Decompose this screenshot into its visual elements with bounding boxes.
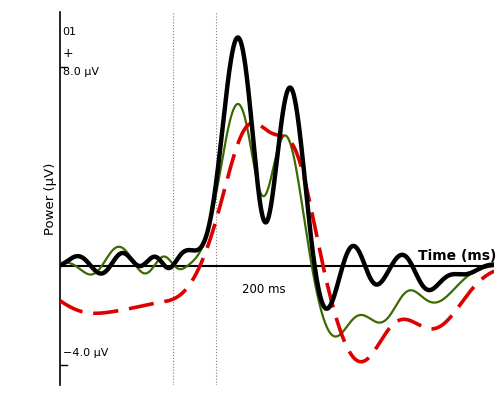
Text: Time (ms): Time (ms) xyxy=(418,249,496,263)
Y-axis label: Power (μV): Power (μV) xyxy=(44,162,57,235)
Text: 8.0 μV: 8.0 μV xyxy=(62,67,98,77)
Text: −4.0 μV: −4.0 μV xyxy=(62,348,108,358)
Text: 01: 01 xyxy=(62,27,76,37)
Text: 200 ms: 200 ms xyxy=(242,283,286,296)
Text: +: + xyxy=(62,47,73,60)
